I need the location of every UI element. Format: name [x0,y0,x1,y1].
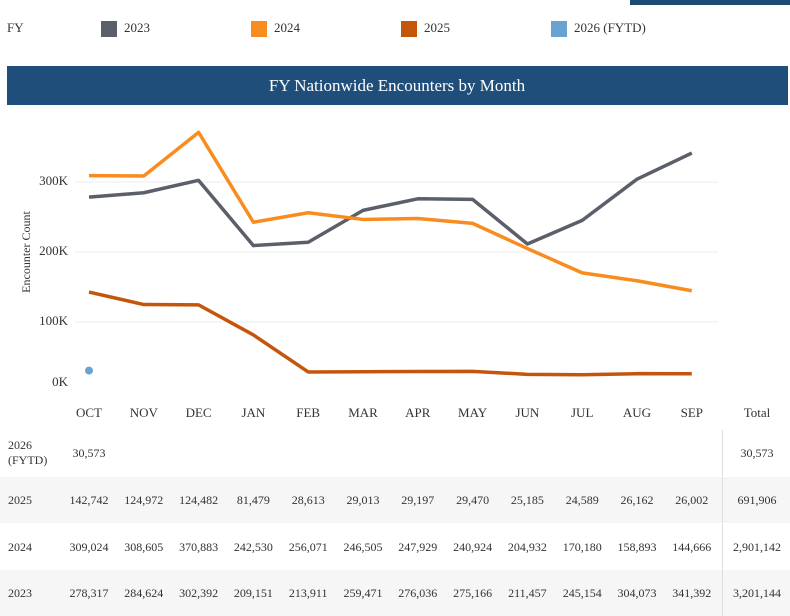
row-label: 2023 [8,586,32,600]
series-line [88,130,693,293]
table-cell: 245,154 [562,586,602,600]
legend-swatch [551,21,567,37]
table-cell: 309,024 [69,540,109,554]
x-tick-label: APR [405,405,431,420]
y-tick-label: 200K [39,243,69,258]
table-cell: 240,924 [453,540,493,554]
legend-label: 2024 [274,20,301,35]
x-tick-label: SEP [681,405,703,420]
table-cell: 211,457 [508,586,547,600]
x-tick-label: JUL [571,405,593,420]
table-header: Total [743,405,771,420]
table-cell: 29,197 [401,493,435,507]
x-tick-label: JAN [241,405,265,420]
legend-swatch [251,21,267,37]
row-label: 2024 [8,540,32,554]
y-tick-label: 0K [52,374,69,389]
table-cell: 26,162 [620,493,654,507]
x-tick-label: OCT [76,405,102,420]
legend-label: 2025 [424,20,450,35]
table-cell: 28,613 [291,493,325,507]
table-cell: 30,573 [72,446,106,460]
table-cell: 26,002 [675,493,709,507]
row-total: 2,901,142 [733,540,781,554]
row-label: 2026 (FYTD) [8,438,48,467]
table-cell: 370,883 [179,540,219,554]
top-bar [630,0,790,5]
table-cell: 256,071 [288,540,328,554]
x-tick-label: FEB [296,405,320,420]
table-row-bg [0,524,790,570]
table-cell: 144,666 [672,540,712,554]
table-cell: 124,482 [179,493,219,507]
table-cell: 302,392 [179,586,219,600]
table-divider [722,570,723,616]
table-divider [722,477,723,523]
table-cell: 275,166 [453,586,493,600]
row-label: 2025 [8,493,32,507]
table-cell: 25,185 [510,493,544,507]
table-cell: 142,742 [69,493,109,507]
table-cell: 304,073 [617,586,657,600]
x-tick-label: AUG [623,405,651,420]
table-cell: 242,530 [233,540,273,554]
x-tick-label: NOV [130,405,159,420]
series-line [88,151,693,248]
table-cell: 246,505 [343,540,383,554]
table-cell: 308,605 [124,540,164,554]
table-cell: 209,151 [233,586,273,600]
legend-title: FY [7,20,24,35]
table-cell: 278,317 [69,586,109,600]
row-total: 691,906 [737,493,777,507]
chart-title: FY Nationwide Encounters by Month [269,76,526,95]
row-total: 3,201,144 [733,586,781,600]
table-cell: 247,929 [398,540,438,554]
table-cell: 124,972 [124,493,164,507]
table-cell: 81,479 [236,493,270,507]
row-total: 30,573 [740,446,774,460]
table-cell: 170,180 [562,540,602,554]
series-line [88,290,692,377]
table-cell: 259,471 [343,586,383,600]
table-cell: 276,036 [398,586,438,600]
table-cell: 284,624 [124,586,164,600]
title-bar [7,66,788,105]
table-row-bg [0,477,790,523]
legend-label: 2023 [124,20,150,35]
table-cell: 158,893 [617,540,657,554]
legend-swatch [101,21,117,37]
x-tick-label: JUN [515,405,539,420]
table-divider [722,430,723,476]
table-row-bg [0,430,790,476]
y-axis-label: Encounter Count [19,211,33,293]
y-tick-label: 300K [39,173,69,188]
y-tick-label: 100K [39,313,69,328]
series-point [85,366,93,375]
table-cell: 341,392 [672,586,712,600]
x-tick-label: MAY [458,405,488,420]
table-cell: 24,589 [565,493,599,507]
x-tick-label: DEC [186,405,212,420]
x-tick-label: MAR [348,405,378,420]
table-cell: 213,911 [288,586,328,600]
table-cell: 29,470 [456,493,490,507]
table-cell: 29,013 [346,493,380,507]
legend-label: 2026 (FYTD) [574,20,646,35]
table-cell: 204,932 [507,540,547,554]
table-row-bg [0,570,790,616]
chart: FY FY Nationwide Encounters by Month Enc… [7,0,790,420]
legend-swatch [401,21,417,37]
table-divider [722,524,723,570]
